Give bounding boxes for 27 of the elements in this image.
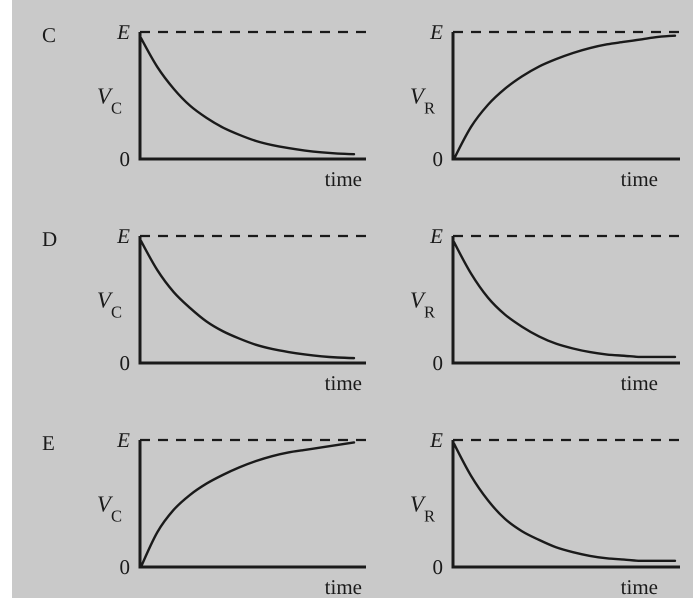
x-axis-title: time: [324, 575, 362, 599]
text: 0: [120, 555, 130, 579]
y-axis-title: V$_{C}$: [96, 492, 122, 525]
ref-line-label: E: [429, 428, 444, 452]
chart-title: E: [42, 431, 55, 455]
text: 0: [120, 351, 130, 375]
x-axis-title: time: [324, 167, 362, 191]
x-axis-title: time: [324, 371, 362, 395]
ref-line-label: E: [429, 224, 444, 248]
ref-line-label: E: [116, 428, 130, 452]
x-axis-title: time: [620, 371, 658, 395]
text: 0: [432, 147, 443, 171]
text: 0: [432, 351, 443, 375]
text: 0: [432, 555, 443, 579]
y-axis-title: V$_{C}$: [96, 288, 122, 321]
x-axis-title: time: [620, 167, 658, 191]
y-axis-title: V$_{R}$: [410, 84, 436, 117]
text: 0: [120, 147, 130, 171]
ref-line-label: E: [429, 20, 444, 44]
x-axis-title: time: [620, 575, 658, 599]
y-axis-title: V$_{R}$: [410, 288, 436, 321]
y-axis-title: V$_{C}$: [96, 84, 122, 117]
y-axis-title: V$_{R}$: [410, 492, 436, 525]
chart-title: C: [42, 23, 56, 47]
ref-line-label: E: [116, 20, 130, 44]
chart-title: D: [42, 227, 58, 251]
ref-line-label: E: [116, 224, 130, 248]
